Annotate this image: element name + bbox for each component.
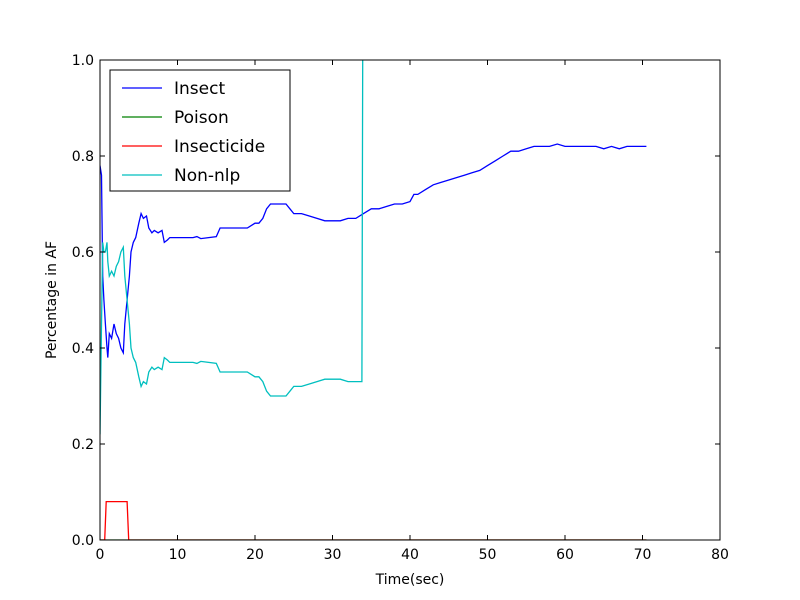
x-tick-label: 40: [401, 547, 419, 563]
legend-box: [109, 69, 291, 192]
x-axis-ticks: 0 10 20 30 40 50 60 70 80: [96, 60, 729, 563]
legend-label-insect: Insect: [174, 79, 225, 99]
y-tick-label: 0.4: [72, 341, 94, 357]
y-axis-ticks: 0.0 0.2 0.4 0.6 0.8 1.0: [72, 53, 720, 549]
legend-label-non-nlp: Non-nlp: [174, 166, 240, 186]
series-line-non-nlp: [100, 60, 364, 435]
series-line-insect: [100, 143, 647, 358]
y-tick-label: 1.0: [72, 53, 94, 69]
y-tick-label: 0.2: [72, 437, 94, 453]
y-tick-label: 0.0: [72, 533, 94, 549]
x-axis-title: Time(sec): [375, 572, 445, 588]
legend-items: Insect Poison Insecticide Non-nlp: [122, 79, 265, 186]
series-line-insecticide: [100, 500, 647, 540]
x-tick-label: 0: [96, 547, 105, 563]
x-tick-label: 60: [556, 547, 574, 563]
x-tick-label: 80: [711, 547, 729, 563]
x-tick-label: 10: [169, 547, 187, 563]
legend: Insect Poison Insecticide Non-nlp: [109, 69, 291, 192]
legend-label-insecticide: Insecticide: [174, 137, 265, 157]
y-tick-label: 0.8: [72, 149, 94, 165]
x-tick-label: 70: [634, 547, 652, 563]
y-axis-title: Percentage in AF: [44, 241, 60, 359]
series-layer: [100, 60, 647, 540]
x-tick-label: 20: [246, 547, 264, 563]
y-tick-label: 0.6: [72, 245, 94, 261]
x-tick-label: 50: [479, 547, 497, 563]
legend-label-poison: Poison: [174, 108, 229, 128]
x-tick-label: 30: [324, 547, 342, 563]
